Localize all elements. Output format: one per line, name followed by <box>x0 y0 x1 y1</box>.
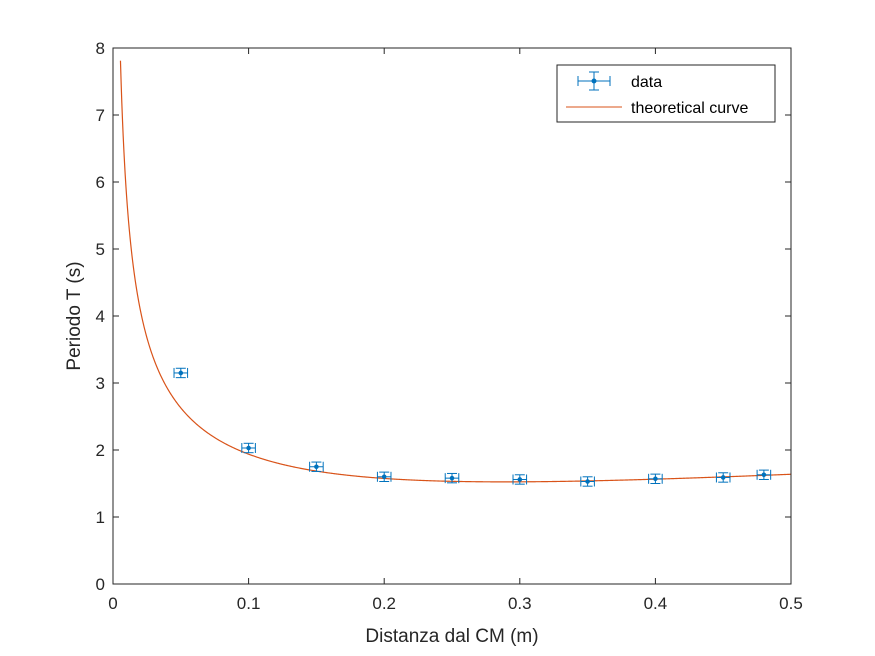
legend-label-data: data <box>631 74 662 91</box>
y-tick-label: 8 <box>96 39 105 58</box>
theoretical-curve-layer <box>119 60 792 483</box>
data-marker <box>314 464 319 470</box>
legend: data theoretical curve <box>556 64 776 123</box>
data-marker <box>585 479 590 484</box>
plot-area <box>113 48 791 584</box>
data-point <box>444 472 460 484</box>
data-point <box>756 469 772 480</box>
data-marker <box>653 476 658 482</box>
data-point <box>648 473 663 484</box>
data-point <box>173 367 189 379</box>
data-marker <box>178 370 184 376</box>
data-points-layer <box>173 367 772 487</box>
data-marker <box>720 475 726 480</box>
data-marker <box>517 477 523 482</box>
y-axis: 0 1 2 3 4 5 6 7 8 <box>96 39 791 594</box>
data-marker <box>246 445 251 451</box>
data-marker <box>761 472 767 478</box>
y-axis-label: Periodo T (s) <box>64 261 85 370</box>
y-tick-label: 7 <box>96 106 105 125</box>
x-axis-label: Distanza dal CM (m) <box>365 626 538 647</box>
legend-label-theoretical-curve: theoretical curve <box>631 100 748 117</box>
data-marker <box>381 474 387 480</box>
y-tick-label: 5 <box>96 240 105 259</box>
y-tick-label: 6 <box>96 173 105 192</box>
y-tick-label: 4 <box>96 307 105 326</box>
x-axis: 0 0.1 0.2 0.3 0.4 0.5 <box>108 48 803 613</box>
data-point <box>241 442 256 454</box>
data-point <box>512 474 528 485</box>
x-tick-label: 0.3 <box>508 594 532 613</box>
legend-errorbar-icon <box>577 71 611 91</box>
x-tick-label: 0.5 <box>779 594 803 613</box>
x-tick-label: 0.1 <box>237 594 261 613</box>
legend-box <box>556 64 776 123</box>
y-tick-label: 0 <box>96 575 105 594</box>
data-point <box>715 472 731 483</box>
data-point <box>309 461 324 472</box>
data-point <box>580 476 595 487</box>
data-marker <box>449 475 455 481</box>
x-tick-label: 0 <box>108 594 117 613</box>
y-tick-label: 1 <box>96 508 105 527</box>
data-point <box>376 471 392 482</box>
y-tick-label: 3 <box>96 374 105 393</box>
x-tick-label: 0.2 <box>372 594 396 613</box>
theoretical-curve-line <box>119 60 792 483</box>
x-tick-label: 0.4 <box>644 594 668 613</box>
y-tick-label: 2 <box>96 441 105 460</box>
